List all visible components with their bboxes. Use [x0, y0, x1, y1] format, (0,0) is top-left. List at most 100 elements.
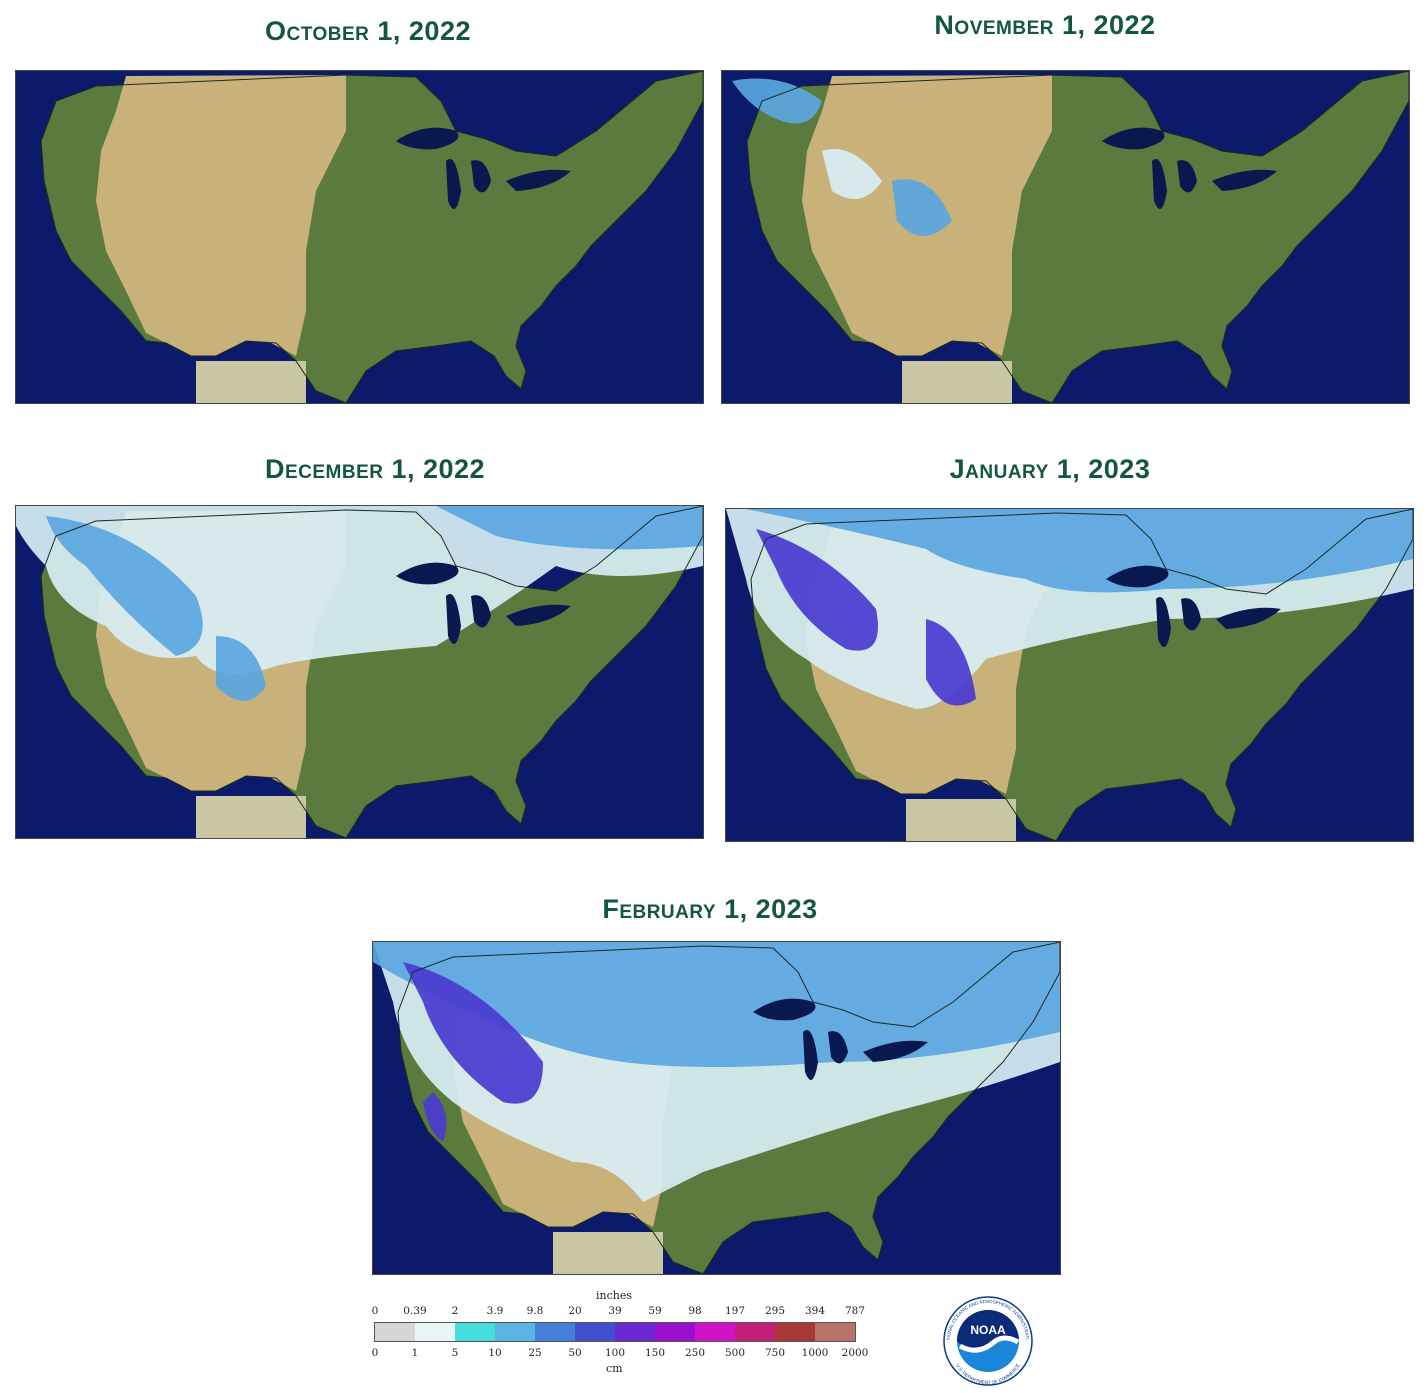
snow-cover-2 [403, 962, 543, 1104]
great-lake-0 [1106, 565, 1169, 588]
snow-cover-1 [46, 516, 203, 656]
legend-tick-cm_ticks-7: 150 [644, 1347, 666, 1359]
map-svg [722, 71, 1409, 403]
legend-tick-cm_ticks-3: 10 [488, 1347, 502, 1359]
snow-cover-2 [892, 179, 952, 236]
snow-map-dec [15, 505, 704, 839]
legend-tick-inches_ticks-7: 59 [648, 1305, 662, 1317]
colorbar-swatch-7 [655, 1323, 695, 1341]
great-lake-0 [1102, 127, 1165, 150]
snow-cover-1 [373, 942, 1060, 1067]
legend-unit-cm: cm [606, 1362, 623, 1375]
great-lake-2 [1177, 160, 1197, 193]
colorbar-swatch-8 [695, 1323, 735, 1341]
arid-region [96, 75, 346, 356]
great-lake-0 [753, 998, 816, 1021]
colorbar-swatch-0 [375, 1323, 415, 1341]
snow-map-feb [372, 941, 1061, 1275]
legend-tick-inches_ticks-11: 394 [804, 1305, 826, 1317]
great-lake-2 [471, 595, 491, 628]
great-lake-1 [446, 159, 461, 209]
great-lake-1 [1156, 597, 1171, 647]
great-lake-3 [1212, 169, 1277, 191]
mexico-region [196, 796, 306, 838]
legend-tick-cm_ticks-12: 2000 [841, 1347, 869, 1359]
panel-title-nov: November 1, 2022 [934, 10, 1156, 40]
great-lake-3 [506, 169, 571, 191]
legend-unit-inches: inches [596, 1289, 633, 1302]
coastline [40, 506, 703, 838]
coastline [746, 71, 1409, 403]
mexico-region [553, 1232, 663, 1274]
snow-cover-2 [216, 636, 266, 701]
snow-depth-colorbar [374, 1322, 856, 1342]
legend-tick-inches_ticks-4: 9.8 [526, 1305, 544, 1317]
panel-title-feb: February 1, 2023 [602, 894, 818, 924]
map-svg [373, 942, 1060, 1274]
snow-cover-3 [423, 1092, 447, 1142]
legend-tick-inches_ticks-10: 295 [764, 1305, 786, 1317]
legend-tick-cm_ticks-2: 5 [451, 1347, 459, 1359]
panel-title-oct: October 1, 2022 [265, 16, 471, 46]
snow-map-oct [15, 70, 704, 404]
legend-tick-inches_ticks-3: 3.9 [486, 1305, 504, 1317]
colorbar-swatch-5 [575, 1323, 615, 1341]
snow-map-jan [725, 508, 1414, 842]
map-svg [16, 71, 703, 403]
mexico-region [906, 799, 1016, 841]
noaa-logo-text: NOAA [970, 1323, 1006, 1337]
noaa-logo: NOAA NATIONAL OCEANIC AND ATMOSPHERIC AD… [936, 1290, 1038, 1388]
legend-tick-cm_ticks-11: 1000 [801, 1347, 829, 1359]
snow-cover-2 [756, 529, 878, 651]
coastline [397, 942, 1060, 1274]
legend-tick-cm_ticks-10: 750 [764, 1347, 786, 1359]
mexico-region [902, 361, 1012, 403]
legend-tick-inches_ticks-1: 0.39 [403, 1305, 427, 1317]
great-lake-3 [1216, 607, 1281, 629]
snow-cover-3 [926, 619, 976, 706]
legend-tick-cm_ticks-6: 100 [604, 1347, 626, 1359]
legend-tick-cm_ticks-5: 50 [568, 1347, 582, 1359]
great-lake-1 [803, 1030, 818, 1080]
snow-cover-1 [746, 509, 1413, 593]
legend-tick-inches_ticks-8: 98 [688, 1305, 702, 1317]
great-lake-0 [396, 127, 459, 150]
coastline [750, 509, 1413, 841]
snow-cover-0 [732, 78, 822, 124]
legend-tick-cm_ticks-4: 25 [528, 1347, 542, 1359]
colorbar-swatch-9 [735, 1323, 775, 1341]
legend-tick-inches_ticks-5: 20 [568, 1305, 582, 1317]
great-lake-2 [1181, 598, 1201, 631]
legend-tick-inches_ticks-12: 787 [844, 1305, 866, 1317]
legend-tick-cm_ticks-8: 250 [684, 1347, 706, 1359]
legend-tick-cm_ticks-1: 1 [411, 1347, 419, 1359]
colorbar-swatch-10 [775, 1323, 815, 1341]
colorbar-swatch-11 [815, 1323, 855, 1341]
colorbar-swatch-4 [535, 1323, 575, 1341]
panel-title-jan: January 1, 2023 [949, 454, 1151, 484]
great-lake-1 [1152, 159, 1167, 209]
snow-map-nov [721, 70, 1410, 404]
legend-tick-inches_ticks-2: 2 [451, 1305, 459, 1317]
legend-tick-cm_ticks-9: 500 [724, 1347, 746, 1359]
great-lake-1 [446, 594, 461, 644]
legend-tick-inches_ticks-0: 0 [371, 1305, 379, 1317]
great-lake-3 [506, 604, 571, 626]
great-lake-2 [828, 1031, 848, 1064]
legend-tick-cm_ticks-0: 0 [371, 1347, 379, 1359]
great-lake-3 [863, 1040, 928, 1062]
snow-cover-3 [436, 506, 703, 550]
legend-tick-inches_ticks-9: 197 [724, 1305, 746, 1317]
colorbar-swatch-6 [615, 1323, 655, 1341]
map-svg [726, 509, 1413, 841]
coastline [40, 71, 703, 403]
legend-tick-inches_ticks-6: 39 [608, 1305, 622, 1317]
colorbar-swatch-2 [455, 1323, 495, 1341]
great-lake-2 [471, 160, 491, 193]
colorbar-swatch-3 [495, 1323, 535, 1341]
great-lake-0 [396, 562, 459, 585]
snow-cover-1 [822, 149, 882, 199]
map-svg [16, 506, 703, 838]
mexico-region [196, 361, 306, 403]
colorbar-swatch-1 [415, 1323, 455, 1341]
